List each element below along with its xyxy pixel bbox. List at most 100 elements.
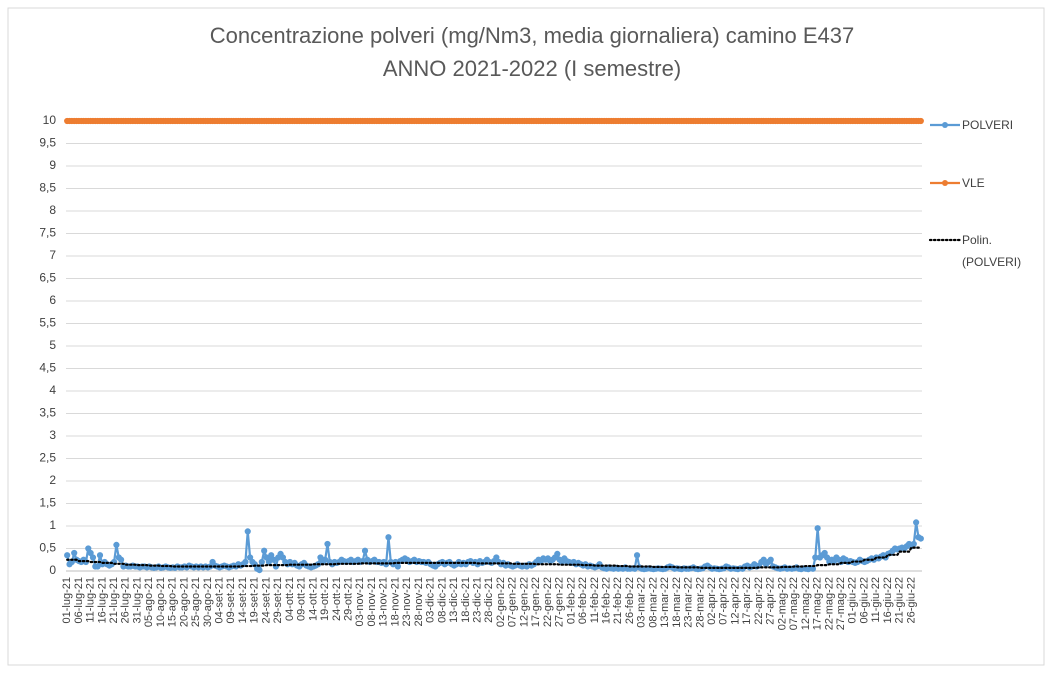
x-tick-label: 01-giu-22 — [847, 577, 859, 623]
x-tick-label: 17-mag-22 — [812, 577, 824, 630]
y-tick-label: 0,5 — [39, 541, 56, 555]
point-marker — [814, 525, 821, 532]
x-tick-label: 02-apr-22 — [706, 577, 718, 625]
x-tick-label: 26-giu-22 — [905, 577, 917, 623]
y-tick-label: 7,5 — [39, 226, 56, 240]
y-tick-label: 8 — [49, 203, 56, 217]
x-tick-label: 20-ago-21 — [178, 577, 190, 627]
x-tick-label: 03-dic-21 — [425, 577, 437, 623]
x-tick-label: 08-dic-21 — [436, 577, 448, 623]
x-tick-label: 17-gen-22 — [530, 577, 542, 627]
x-tick-label: 30-ago-21 — [202, 577, 214, 627]
point-marker — [113, 541, 120, 549]
x-tick-label: 17-apr-22 — [741, 577, 753, 625]
y-tick-label: 8,5 — [39, 181, 56, 195]
x-tick-label: 07-apr-22 — [718, 577, 730, 625]
x-tick-label: 22-mag-22 — [823, 577, 835, 630]
chart-subtitle: ANNO 2021-2022 (I semestre) — [383, 56, 681, 81]
point-marker — [242, 558, 249, 566]
point-marker — [244, 528, 251, 535]
x-tick-label: 01-lug-21 — [61, 577, 73, 623]
legend-label: Polin. (POLVERI) — [962, 233, 1022, 269]
x-tick-label: 21-giu-22 — [894, 577, 906, 623]
x-tick-label: 13-mar-22 — [659, 577, 671, 628]
point-marker — [917, 535, 924, 542]
y-tick-label: 5,5 — [39, 316, 56, 330]
x-tick-label: 10-ago-21 — [155, 577, 167, 627]
x-tick-label: 26-lug-21 — [120, 577, 132, 623]
point-marker — [324, 540, 331, 548]
x-tick-label: 22-apr-22 — [753, 577, 765, 625]
y-tick-label: 1,5 — [39, 496, 56, 510]
x-tick-label: 08-mar-22 — [647, 577, 659, 628]
point-marker — [385, 534, 392, 541]
x-tick-label: 13-nov-21 — [378, 577, 390, 627]
y-tick-label: 4 — [49, 383, 56, 397]
x-tick-label: 28-dic-21 — [483, 577, 495, 623]
x-tick-label: 22-gen-22 — [542, 577, 554, 627]
x-tick-label: 07-gen-22 — [507, 577, 519, 627]
chart-title: Concentrazione polveri (mg/Nm3, media gi… — [210, 23, 854, 48]
y-tick-label: 2 — [49, 473, 56, 487]
y-tick-label: 4,5 — [39, 361, 56, 375]
point-marker — [71, 549, 78, 557]
x-tick-label: 27-gen-22 — [554, 577, 566, 627]
y-tick-label: 9 — [49, 158, 56, 172]
x-tick-label: 24-ott-21 — [331, 577, 343, 621]
x-tick-label: 13-dic-21 — [448, 577, 460, 623]
x-tick-label: 19-ott-21 — [319, 577, 331, 621]
x-tick-label: 29-set-21 — [272, 577, 284, 623]
x-tick-label: 02-mag-22 — [776, 577, 788, 630]
x-tick-label: 02-gen-22 — [495, 577, 507, 627]
x-tick-label: 14-set-21 — [237, 577, 249, 623]
x-tick-label: 11-giu-22 — [870, 577, 882, 623]
x-tick-label: 05-ago-21 — [143, 577, 155, 627]
x-tick-label: 09-set-21 — [225, 577, 237, 623]
x-tick-label: 25-ago-21 — [190, 577, 202, 627]
point-marker — [554, 550, 561, 558]
x-tick-label: 04-ott-21 — [284, 577, 296, 621]
x-tick-label: 16-lug-21 — [96, 577, 108, 623]
legend-label: VLE — [962, 176, 985, 190]
point-marker — [361, 547, 369, 554]
x-tick-label: 16-feb-22 — [600, 577, 612, 624]
x-tick-label: 15-ago-21 — [167, 577, 179, 627]
x-tick-label: 07-mag-22 — [788, 577, 800, 630]
x-tick-label: 24-set-21 — [260, 577, 272, 623]
point-marker — [258, 558, 265, 566]
x-tick-label: 11-feb-22 — [589, 577, 601, 623]
x-tick-label: 28-nov-21 — [413, 577, 425, 627]
x-tick-label: 06-giu-22 — [858, 577, 870, 623]
legend-entry: VLE — [962, 176, 985, 190]
y-tick-label: 3,5 — [39, 406, 56, 420]
point-marker — [633, 552, 641, 559]
legend-entry: Polin. (POLVERI) — [962, 233, 1022, 269]
y-tick-label: 10 — [43, 113, 57, 127]
point-marker — [261, 547, 268, 554]
point-marker — [394, 563, 401, 570]
point-marker — [118, 556, 125, 563]
legend-entry: POLVERI — [962, 118, 1013, 132]
x-tick-label: 31-lug-21 — [131, 577, 143, 623]
x-tick-label: 11-lug-21 — [85, 577, 97, 623]
x-tick-label: 21-lug-21 — [108, 577, 120, 623]
point-marker — [256, 567, 263, 574]
y-tick-label: 5 — [49, 338, 56, 352]
point-marker — [89, 554, 97, 561]
y-tick-label: 1 — [49, 518, 56, 532]
y-tick-label: 9,5 — [39, 136, 56, 150]
x-tick-label: 01-feb-22 — [565, 577, 577, 624]
x-tick-label: 04-set-21 — [214, 577, 226, 623]
x-tick-label: 19-set-21 — [249, 577, 261, 623]
point-marker — [96, 552, 104, 559]
x-tick-label: 27-mag-22 — [835, 577, 847, 630]
x-tick-label: 23-nov-21 — [401, 577, 413, 627]
y-tick-label: 2,5 — [39, 451, 56, 465]
x-tick-label: 23-dic-21 — [471, 577, 483, 623]
y-tick-label: 3 — [49, 428, 56, 442]
x-tick-label: 18-mar-22 — [671, 577, 683, 628]
y-tick-label: 6,5 — [39, 271, 56, 285]
legend-marker — [942, 180, 948, 186]
x-tick-label: 12-gen-22 — [518, 577, 530, 627]
x-tick-label: 18-nov-21 — [389, 577, 401, 627]
